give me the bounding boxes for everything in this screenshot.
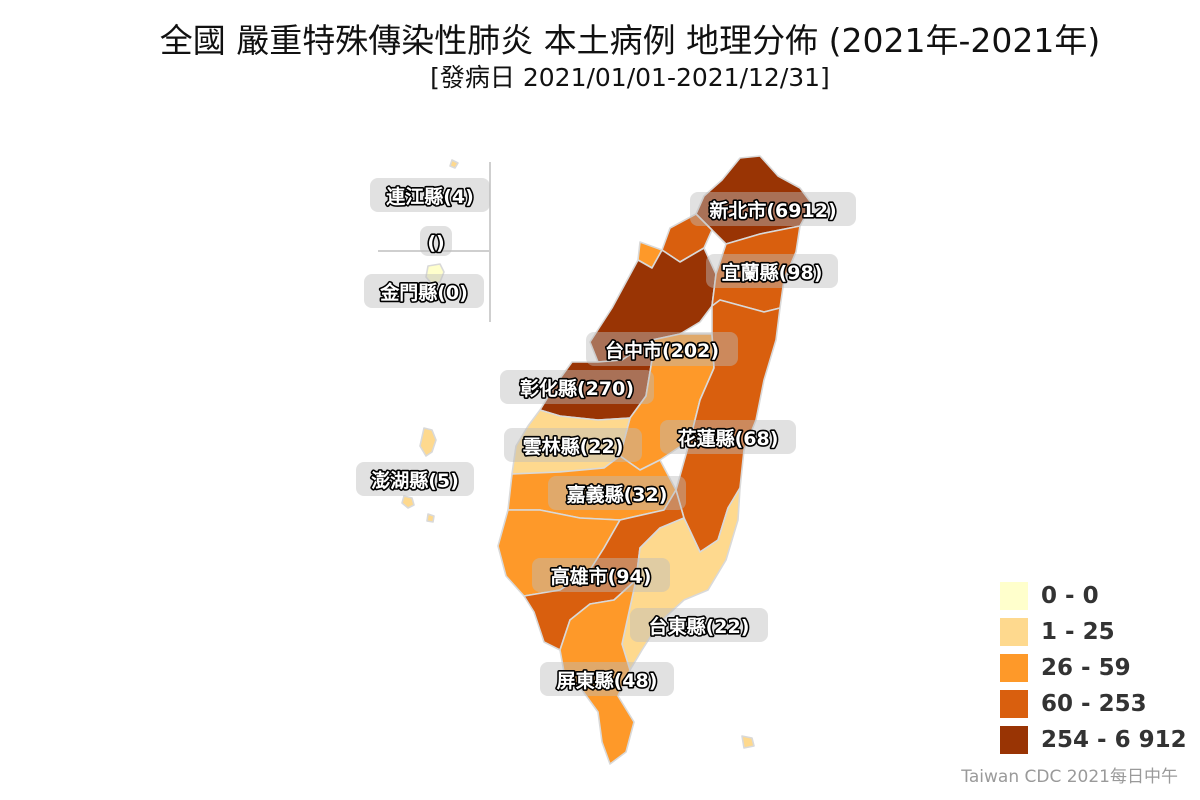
label-hualien: 花蓮縣(68) (678, 427, 779, 450)
legend-label: 254 - 6 912 (1041, 727, 1187, 753)
label-bg-hualien (660, 420, 796, 454)
legend-label: 0 - 0 (1041, 583, 1099, 609)
label-chiayi: 嘉義縣(32) (566, 483, 668, 506)
legend-item: 1 - 25 (1000, 614, 1187, 650)
label-bg-taitung (630, 608, 768, 642)
map-subtitle: [發病日 2021/01/01-2021/12/31] (430, 63, 830, 92)
label-bg-new-taipei (690, 192, 856, 226)
legend-swatch (1000, 654, 1028, 682)
legend-swatch (1000, 726, 1028, 754)
source-caption: Taiwan CDC 2021每日中午 (961, 767, 1178, 787)
legend-swatch (1000, 618, 1028, 646)
legend-item: 0 - 0 (1000, 578, 1187, 614)
label-penghu: 澎湖縣(5) (371, 469, 459, 492)
label-bg-kinmen (364, 274, 484, 308)
region-miaoli-taichung[interactable] (589, 247, 717, 363)
label-yunlin: 雲林縣(22) (523, 435, 624, 458)
label-bg-yilan (706, 254, 838, 288)
label-bg-pingtung (540, 662, 674, 696)
label-taitung: 台東縣(22) (649, 615, 750, 638)
legend-item: 60 - 253 (1000, 686, 1187, 722)
penghu-island-1[interactable] (419, 427, 437, 457)
label-changhua: 彰化縣(270) (520, 377, 634, 400)
label-taichung: 台中市(202) (605, 339, 719, 362)
label-lienchiang: 連江縣(4) (386, 185, 474, 208)
region-taitung[interactable] (621, 487, 741, 671)
label-new-taipei: 新北市(6912) (709, 199, 836, 222)
label-pingtung: 屏東縣(48) (557, 669, 658, 692)
map-title: 全國 嚴重特殊傳染性肺炎 本土病例 地理分佈 (2021年-2021年) (159, 21, 1101, 60)
legend-label: 60 - 253 (1041, 691, 1147, 717)
penghu-island-3[interactable] (426, 513, 435, 523)
legend-swatch (1000, 690, 1028, 718)
label-bg-yunlin (504, 428, 642, 462)
legend-swatch (1000, 582, 1028, 610)
legend-item: 26 - 59 (1000, 650, 1187, 686)
label-bg-unknown (420, 226, 452, 256)
label-bg-kaohsiung (532, 558, 670, 592)
label-kaohsiung: 高雄市(94) (551, 565, 652, 588)
legend-label: 1 - 25 (1041, 619, 1115, 645)
label-unknown: () (427, 232, 444, 254)
label-bg-lienchiang (370, 178, 490, 212)
region-pingtung[interactable] (559, 579, 637, 765)
lienchiang-island[interactable] (449, 159, 459, 169)
label-bg-changhua (500, 370, 654, 404)
label-yilan: 宜蘭縣(98) (722, 261, 823, 284)
label-bg-taichung (586, 332, 738, 366)
label-bg-chiayi (548, 476, 686, 510)
penghu-island-2[interactable] (401, 495, 415, 509)
label-kinmen: 金門縣(0) (379, 281, 468, 304)
map-legend: 0 - 0 1 - 25 26 - 59 60 - 253 254 - 6 91… (1000, 578, 1187, 758)
legend-label: 26 - 59 (1041, 655, 1131, 681)
label-bg-penghu (356, 462, 474, 496)
green-island (741, 735, 755, 749)
legend-item: 254 - 6 912 (1000, 722, 1187, 758)
kinmen-island[interactable] (425, 263, 445, 285)
